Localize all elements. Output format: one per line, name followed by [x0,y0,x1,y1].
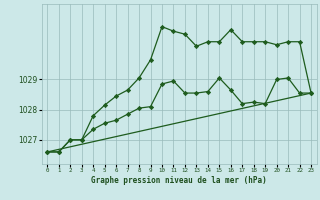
X-axis label: Graphe pression niveau de la mer (hPa): Graphe pression niveau de la mer (hPa) [91,176,267,185]
